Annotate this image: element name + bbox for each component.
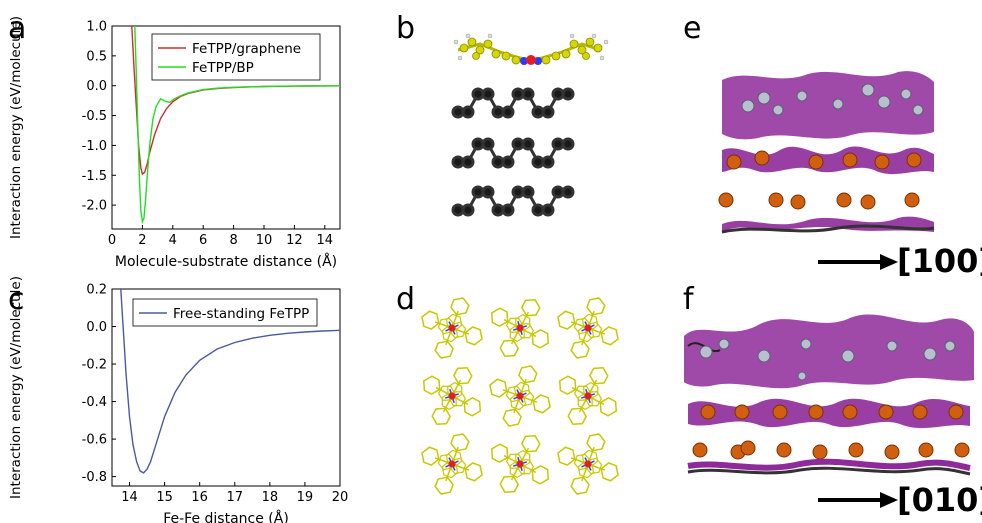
x-tick-label: 4 <box>169 233 177 248</box>
x-tick-label: 14 <box>317 233 334 248</box>
fetpp-molecule <box>490 298 550 358</box>
chart-a: 0 2 4 6 8 10 12 14 1.0 0.5 0.0 -0.5 -1.0 -1.5 -2.0 Mole… <box>8 16 341 270</box>
x-tick-label: 14 <box>121 490 138 505</box>
phenyl-arm <box>509 393 551 414</box>
y-tick-label: -0.5 <box>82 109 107 124</box>
y-axis-label: Interaction energy (eV/molecule) <box>8 16 24 239</box>
fe-atom <box>516 324 524 332</box>
x-tick-label: 20 <box>332 490 349 505</box>
phenyl-arm <box>509 324 550 349</box>
y-tick-label: -2.0 <box>82 199 107 214</box>
x-tick-label: 18 <box>262 490 279 505</box>
fe-atom <box>448 324 456 332</box>
legend-box <box>151 33 321 81</box>
fetpp-molecule-side <box>453 33 609 65</box>
x-tick-label: 17 <box>226 490 243 505</box>
y-tick-label: 0.0 <box>86 320 107 335</box>
fe-atom <box>584 324 592 332</box>
panel-b-structure-image <box>451 33 609 217</box>
phenyl-arm <box>499 317 524 358</box>
x-tick-label: 2 <box>138 233 146 248</box>
x-tick-label: 10 <box>256 233 273 248</box>
x-axis-label: Fe-Fe distance (Å) <box>163 510 289 523</box>
x-tick-label: 16 <box>191 490 208 505</box>
bp-layer-1 <box>451 87 575 119</box>
chart-c: 14 15 16 17 18 19 20 0.2 0.0 -0.2 -0.4 -0.6 -0.8 Fe-F… <box>8 276 349 523</box>
series-line-free-standing-fetpp <box>120 289 340 474</box>
fetpp-molecule <box>490 434 550 494</box>
fe-atom <box>584 392 592 400</box>
fe-atom <box>448 392 456 400</box>
panel-label-e: e <box>683 11 702 46</box>
black-phosphorus-layers <box>451 87 575 217</box>
panel-d-structure-image <box>421 297 619 495</box>
series-line-fetpp-bp <box>134 26 340 225</box>
fetpp-molecule <box>489 365 551 427</box>
panel-label-b: b <box>396 11 416 46</box>
phenyl-arm <box>421 310 463 331</box>
plot-frame <box>111 25 341 230</box>
fe-atom <box>516 460 524 468</box>
plot-frame <box>111 288 341 487</box>
bp-layer-3 <box>451 185 575 217</box>
y-tick-label: -0.6 <box>82 433 107 448</box>
fetpp-molecule <box>421 433 483 495</box>
x-tick-label: 15 <box>156 490 173 505</box>
series-group <box>131 26 340 225</box>
y-tick-label: 0.0 <box>86 79 107 94</box>
y-tick-label: 1.0 <box>86 20 107 35</box>
y-tick-label: 0.2 <box>86 283 107 298</box>
panel-f-isosurface-image <box>684 314 974 476</box>
direction-label-010: [010] <box>897 481 982 519</box>
y-tick-label: 0.5 <box>86 49 107 64</box>
legend-label: FeTPP/BP <box>192 60 254 76</box>
x-tick-label: 8 <box>229 233 237 248</box>
panel-label-c: c <box>8 282 25 317</box>
fetpp-molecule <box>558 366 618 426</box>
panel-e-isosurface-image <box>718 71 935 234</box>
x-tick-label: 0 <box>108 233 116 248</box>
panel-label-d: d <box>396 282 416 317</box>
legend-label: Free-standing FeTPP <box>173 306 309 322</box>
x-axis-label: Molecule-substrate distance (Å) <box>115 253 337 270</box>
x-tick-label: 12 <box>286 233 303 248</box>
fe-atom <box>584 460 592 468</box>
direction-label-100: [100] <box>897 242 982 280</box>
y-tick-label: -0.8 <box>82 470 107 485</box>
fe-atom <box>448 460 456 468</box>
y-tick-label: -0.2 <box>82 358 107 373</box>
series-group <box>120 289 340 474</box>
arrow-010-icon <box>818 492 898 508</box>
y-tick-label: -0.4 <box>82 395 107 410</box>
y-tick-label: -1.5 <box>82 169 107 184</box>
x-tick-label: 6 <box>199 233 207 248</box>
bp-layer-2 <box>451 137 575 169</box>
fetpp-molecule <box>422 366 482 426</box>
fetpp-molecule <box>421 297 483 359</box>
legend-label: FeTPP/graphene <box>192 41 301 57</box>
phenyl-arm <box>490 443 531 468</box>
phenyl-arm <box>431 385 456 426</box>
fe-atom <box>516 392 524 400</box>
panel-label-a: a <box>8 11 27 46</box>
y-tick-label: -1.0 <box>82 139 107 154</box>
panel-label-f: f <box>683 282 694 317</box>
x-tick-label: 19 <box>297 490 314 505</box>
y-axis-label: Interaction energy (eV/molecule) <box>8 276 24 499</box>
fetpp-molecule <box>557 433 619 495</box>
arrow-100-icon <box>818 254 898 270</box>
fetpp-molecule <box>557 297 619 359</box>
